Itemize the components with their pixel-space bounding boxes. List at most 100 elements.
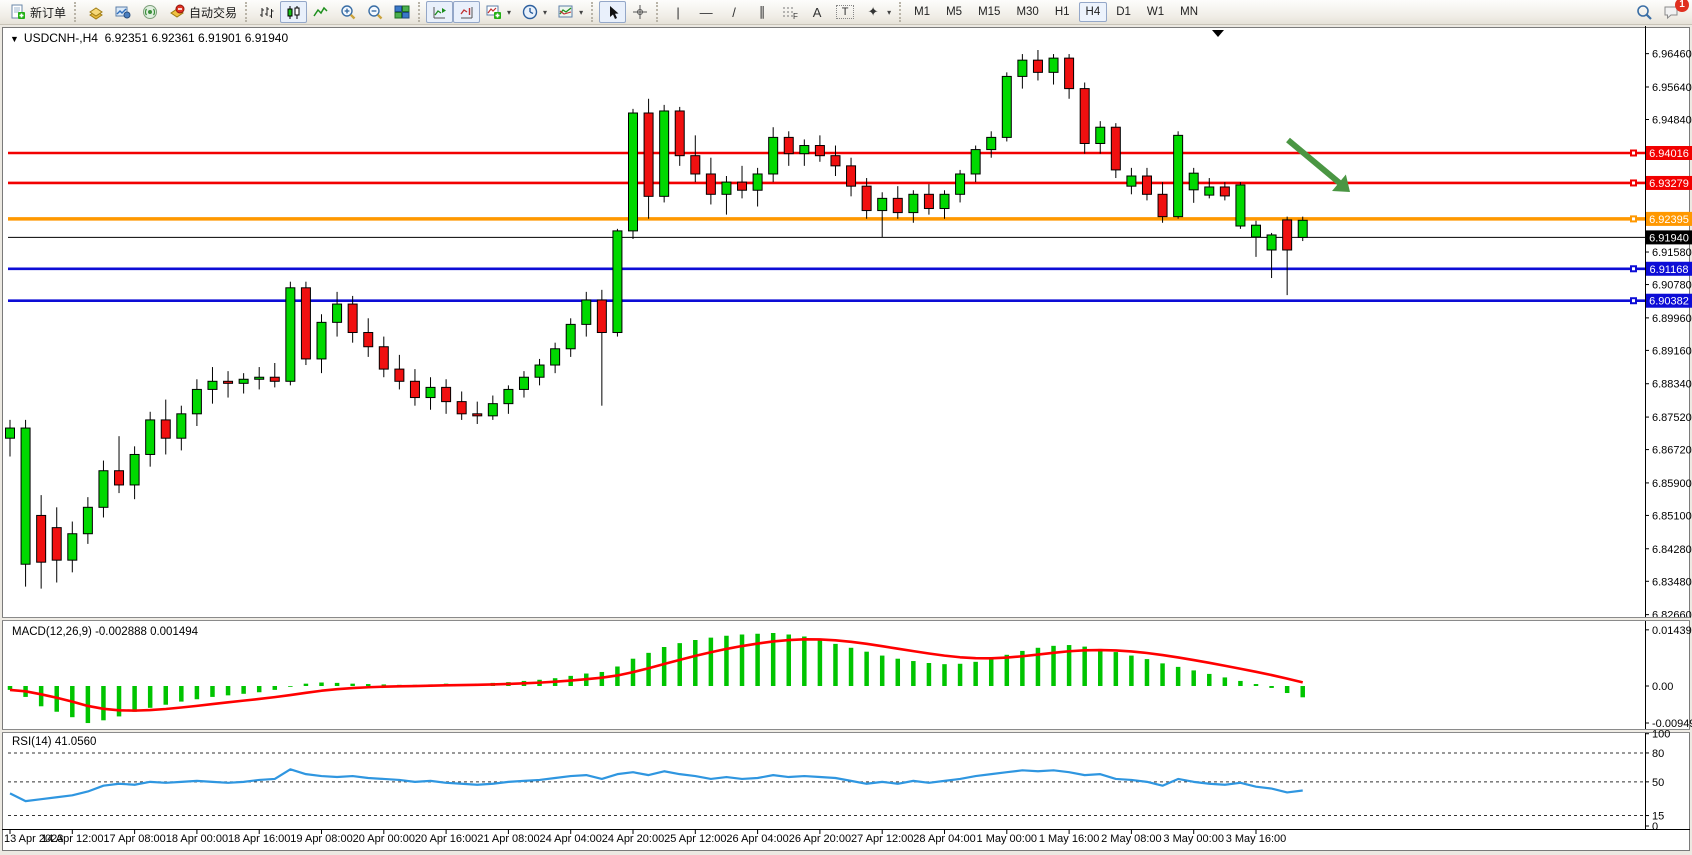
clock-icon — [521, 4, 538, 21]
candle-up — [908, 193, 919, 214]
chart-shift-marker[interactable] — [1212, 30, 1224, 37]
templates-button[interactable]: ▾ — [552, 1, 588, 23]
candle-up — [955, 173, 966, 195]
arrow-head — [1332, 174, 1350, 192]
candle-up — [986, 136, 997, 151]
price-badge-6.91940 — [1646, 230, 1692, 245]
timeframe-M1[interactable]: M1 — [914, 6, 931, 18]
candle-down — [51, 527, 62, 561]
candle-up — [1188, 172, 1199, 191]
timeframe-M30[interactable]: M30 — [1016, 6, 1039, 18]
zoom-in-button[interactable] — [334, 1, 361, 23]
vertical-line-icon: | — [676, 4, 680, 20]
candle-up — [877, 197, 888, 212]
candle-up — [1297, 219, 1308, 238]
timeframe-W1[interactable]: W1 — [1146, 6, 1165, 18]
timeframe-MN[interactable]: MN — [1180, 6, 1199, 18]
zoom-out-button[interactable] — [361, 1, 388, 23]
candle-down — [300, 287, 311, 360]
candle-down — [923, 193, 934, 210]
date-label: 20 Apr 00:00 — [353, 833, 415, 845]
search-icon[interactable] — [1636, 4, 1653, 21]
price-axis-label: 6.89160 — [1652, 345, 1692, 357]
timeframe-M15[interactable]: M15 — [978, 6, 1001, 18]
trendline-tool-button[interactable]: / — [720, 1, 748, 23]
candle-down — [1110, 126, 1121, 171]
candle-down — [378, 346, 389, 370]
price-axis-label: 6.94840 — [1652, 115, 1692, 127]
signal-button[interactable] — [136, 1, 163, 23]
date-label: 25 Apr 12:00 — [664, 833, 726, 845]
vertical-line-tool-button[interactable]: | — [664, 1, 692, 23]
candle-down — [674, 110, 685, 157]
channel-icon: ∥ — [758, 4, 766, 19]
rsi-panel: 100 80 50 150 — [8, 729, 1670, 833]
candle-up — [518, 376, 529, 390]
date-label: 24 Apr 20:00 — [602, 833, 664, 845]
notifications-icon[interactable]: 1 — [1663, 0, 1689, 21]
trend-arrow-annotation[interactable] — [1286, 137, 1350, 192]
periods-button[interactable]: ▾ — [516, 1, 552, 23]
horizontal-lines-group[interactable] — [8, 149, 1645, 305]
timeframe-D1[interactable]: D1 — [1116, 6, 1131, 18]
candle-up — [254, 376, 265, 380]
line-end-marker-center — [1632, 267, 1635, 271]
chevron-down-icon: ▾ — [543, 7, 548, 17]
candle-down — [783, 136, 794, 155]
market-watch-button[interactable] — [109, 1, 136, 23]
chart-ohlc-quote: 6.92351 6.92361 6.91901 6.91940 — [104, 31, 289, 45]
tile-windows-button[interactable] — [388, 1, 415, 23]
horizontal-line-tool-button[interactable]: — — [692, 1, 720, 23]
timeframe-M5[interactable]: M5 — [946, 6, 963, 18]
bar-chart-icon — [258, 4, 275, 21]
text-tool-button[interactable]: A — [803, 1, 831, 23]
toolbar-separator — [591, 2, 596, 22]
fibonacci-tool-button[interactable]: F — [776, 1, 803, 23]
chart-symbol-period: USDCNH-,H4 — [23, 31, 98, 45]
bar-chart-button[interactable] — [253, 1, 280, 23]
zoom-out-icon — [366, 4, 383, 21]
candle-up — [67, 533, 78, 561]
autotrading-button[interactable]: 自动交易 — [163, 1, 242, 23]
auto-scroll-button[interactable] — [453, 1, 481, 23]
cursor-tool-button[interactable] — [599, 1, 627, 23]
candle-down — [363, 332, 374, 348]
arrow-shaft — [1286, 137, 1344, 188]
timeframe-H4[interactable]: H4 — [1078, 2, 1108, 22]
arrows-tool-button[interactable]: ✦ ▾ — [859, 1, 896, 23]
date-label: 13 Apr 2023 — [4, 833, 63, 845]
macd-axis-label: 0.014399 — [1652, 625, 1692, 637]
chart-shift-button[interactable] — [426, 1, 454, 23]
panel-divider[interactable] — [2, 617, 1690, 621]
candle-down — [160, 419, 171, 439]
candle-down — [814, 145, 825, 157]
fibonacci-icon: F — [781, 4, 798, 21]
price-badge-text: 6.91940 — [1649, 232, 1689, 244]
price-badge-6.93279 — [1646, 175, 1692, 190]
profiles-button[interactable] — [82, 1, 109, 23]
chart-title-collapse-icon[interactable]: ▼ — [10, 34, 19, 44]
panel-divider[interactable] — [2, 729, 1690, 733]
candlestick-chart-button[interactable] — [280, 1, 308, 23]
date-label: 18 Apr 16:00 — [228, 833, 290, 845]
crosshair-tool-button[interactable] — [626, 1, 653, 23]
new-order-button[interactable]: 新订单 — [4, 1, 71, 23]
line-chart-button[interactable] — [307, 1, 334, 23]
channel-tool-button[interactable]: ∥ — [748, 1, 776, 23]
rsi-axis-label: 100 — [1652, 729, 1670, 741]
main-toolbar: 新订单 自动交易 — [0, 0, 1692, 25]
price-axis-label: 6.90780 — [1652, 280, 1692, 292]
candle-up — [332, 303, 343, 323]
notification-count-badge: 1 — [1675, 0, 1689, 12]
label-tool-button[interactable]: T — [831, 1, 859, 23]
candle-up — [628, 112, 638, 232]
candlestick-chart-icon — [285, 4, 302, 21]
candle-up — [612, 230, 623, 334]
date-label: 26 Apr 04:00 — [726, 833, 788, 845]
rsi-axis-label: 0 — [1652, 821, 1658, 833]
timeframe-H1[interactable]: H1 — [1054, 6, 1070, 18]
new-chart-button[interactable]: ▾ — [480, 1, 516, 23]
candle-down — [1219, 186, 1230, 197]
